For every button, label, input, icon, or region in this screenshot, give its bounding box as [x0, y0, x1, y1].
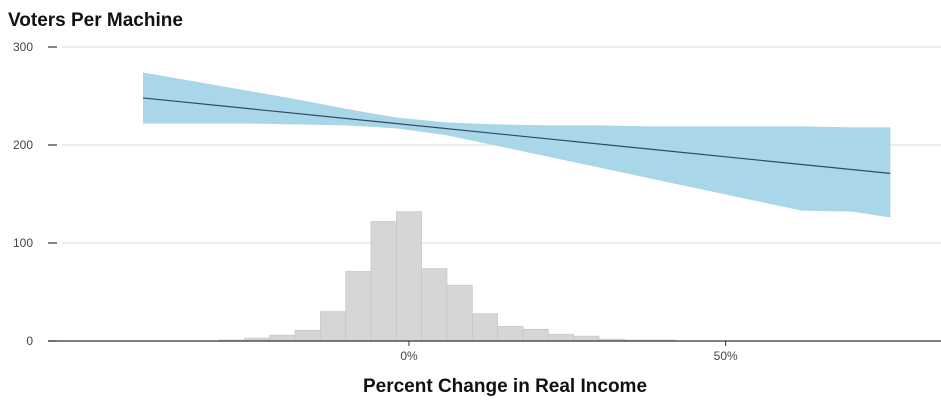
histogram-bar-4: [320, 311, 346, 342]
x-tick-label: 0%: [400, 349, 418, 363]
confidence-band: [143, 72, 891, 218]
axis-layer: 0 100 200 300 0% 50%: [13, 40, 941, 363]
histogram-bar-13: [548, 333, 574, 342]
histogram-bar-14: [573, 335, 600, 342]
histogram-bar-2: [269, 334, 296, 342]
histogram-bar-6: [370, 221, 397, 342]
histogram-bar-12: [522, 328, 549, 342]
x-tick-label: 50%: [714, 349, 738, 363]
trend-line: [142, 97, 891, 175]
histogram-bar-3: [294, 329, 321, 342]
y-tick-label: 300: [13, 40, 33, 54]
y-tick-label: 100: [13, 236, 33, 250]
histogram-bar-7: [396, 211, 422, 342]
histogram-bar-10: [472, 313, 498, 342]
x-axis-title: Percent Change in Real Income: [363, 376, 647, 397]
confidence-band-layer: [143, 72, 891, 218]
histogram-bar-11: [497, 325, 524, 342]
chart-title: Voters Per Machine: [8, 10, 183, 31]
trend-line-layer: [142, 97, 891, 175]
histogram-layer: [218, 211, 676, 342]
histogram-bar-5: [345, 271, 372, 342]
y-tick-label: 200: [13, 138, 33, 152]
y-tick-label: 0: [26, 334, 33, 348]
histogram-bar-9: [446, 284, 473, 342]
histogram-bar-8: [421, 268, 448, 342]
